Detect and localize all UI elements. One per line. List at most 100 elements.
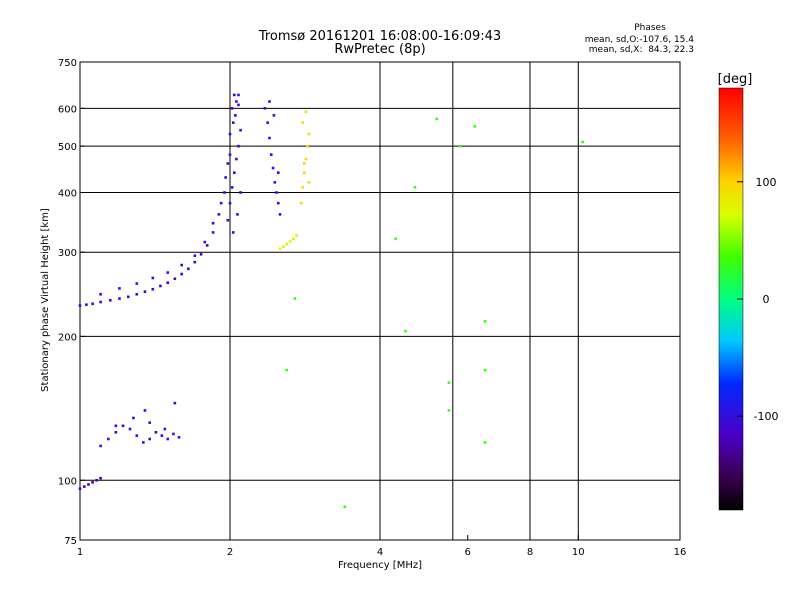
- x-tick-label: 10: [572, 547, 585, 558]
- x-tick-label: 4: [377, 547, 383, 558]
- data-point: [306, 144, 309, 148]
- data-point: [404, 329, 407, 333]
- phases-heading: Phases: [634, 23, 666, 33]
- data-point: [87, 483, 90, 486]
- data-point: [85, 303, 88, 306]
- data-point: [237, 144, 240, 148]
- data-point: [151, 287, 155, 291]
- data-point: [193, 260, 197, 264]
- data-point: [143, 290, 147, 294]
- data-point: [271, 166, 275, 170]
- data-point: [126, 295, 130, 299]
- data-point: [224, 176, 227, 179]
- y-tick-label: 75: [64, 536, 77, 547]
- data-point: [180, 263, 184, 267]
- data-point: [295, 234, 298, 237]
- data-point: [275, 191, 278, 194]
- data-point: [118, 287, 121, 290]
- data-point: [269, 153, 273, 156]
- data-point: [239, 191, 242, 194]
- data-point: [304, 110, 308, 114]
- data-point: [237, 103, 240, 107]
- data-point: [135, 434, 139, 437]
- data-point: [108, 298, 112, 302]
- data-point: [166, 271, 170, 274]
- data-point: [199, 253, 203, 256]
- data-point: [228, 132, 232, 136]
- y-tick-label: 300: [58, 248, 77, 259]
- data-point: [268, 136, 271, 140]
- y-tick-label: 200: [58, 332, 77, 343]
- data-point: [148, 437, 152, 441]
- chart-title-line1: Tromsø 20161201 16:08:00-16:09:43: [258, 29, 501, 44]
- data-point: [293, 297, 297, 300]
- data-point: [99, 300, 102, 304]
- data-point: [581, 140, 584, 144]
- data-point: [78, 304, 82, 307]
- y-tick-label: 400: [58, 188, 77, 199]
- data-point: [211, 231, 215, 234]
- data-point: [343, 505, 347, 509]
- data-point: [154, 431, 158, 434]
- data-point: [143, 409, 147, 412]
- data-point: [166, 281, 170, 285]
- data-point: [272, 114, 276, 117]
- data-point: [159, 284, 162, 288]
- data-point: [135, 282, 139, 285]
- data-point: [473, 125, 477, 128]
- data-point: [99, 292, 102, 296]
- data-point: [177, 436, 181, 439]
- data-point: [232, 171, 236, 175]
- data-point: [180, 272, 184, 276]
- data-points: [78, 93, 584, 509]
- data-point: [292, 237, 295, 241]
- data-point: [226, 162, 230, 165]
- data-point: [151, 276, 155, 280]
- data-point: [268, 100, 271, 103]
- y-tick-label: 100: [58, 476, 77, 487]
- data-point: [226, 218, 230, 222]
- y-tick-label: 750: [58, 58, 77, 69]
- axis-ticks: 1 2 4 6 8 10 16 75 100 200 300 400 500 600 750: [58, 58, 686, 558]
- chart-title-line2: RwPretec (8p): [334, 42, 425, 57]
- data-point: [187, 267, 190, 271]
- data-point: [276, 171, 280, 175]
- data-point: [228, 201, 232, 205]
- data-point: [303, 171, 306, 175]
- data-point: [276, 201, 280, 205]
- x-tick-label: 8: [527, 547, 533, 558]
- data-point: [148, 421, 152, 424]
- data-point: [91, 302, 94, 306]
- x-tick-label: 16: [674, 547, 687, 558]
- data-point: [447, 381, 451, 385]
- data-point: [301, 186, 305, 189]
- data-point: [211, 221, 215, 225]
- y-tick-label: 500: [58, 142, 77, 153]
- data-point: [447, 409, 451, 412]
- data-point: [114, 424, 118, 428]
- data-point: [301, 121, 305, 124]
- x-tick-label: 2: [227, 547, 233, 558]
- data-point: [219, 201, 223, 205]
- data-point: [172, 432, 175, 436]
- data-point: [266, 121, 269, 124]
- data-point: [483, 441, 487, 444]
- colorbar-tick-label: 0: [763, 293, 770, 306]
- data-point: [307, 132, 311, 136]
- data-point: [203, 240, 207, 244]
- data-point: [235, 100, 238, 103]
- data-point: [99, 476, 102, 480]
- data-point: [135, 292, 139, 296]
- colorbar-tick-label: 100: [756, 176, 777, 189]
- data-point: [107, 437, 110, 441]
- data-point: [231, 231, 235, 234]
- data-point: [114, 431, 118, 434]
- data-point: [142, 441, 145, 444]
- data-point: [223, 191, 226, 194]
- colorbar-title: [deg]: [718, 72, 753, 87]
- data-point: [166, 437, 170, 441]
- data-point: [173, 277, 177, 281]
- data-point: [263, 107, 267, 110]
- data-point: [205, 244, 209, 247]
